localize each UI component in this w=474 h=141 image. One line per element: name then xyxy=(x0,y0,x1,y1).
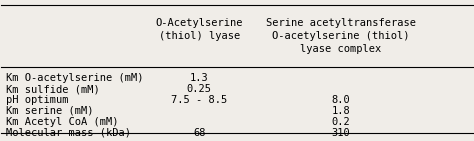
Text: Km serine (mM): Km serine (mM) xyxy=(6,106,93,116)
Text: O-Acetylserine
(thiol) lyase: O-Acetylserine (thiol) lyase xyxy=(155,18,243,41)
Text: 68: 68 xyxy=(193,128,206,138)
Text: 1.3: 1.3 xyxy=(190,73,209,83)
Text: Km sulfide (mM): Km sulfide (mM) xyxy=(6,84,100,94)
Text: pH optimum: pH optimum xyxy=(6,95,69,105)
Text: 8.0: 8.0 xyxy=(331,95,350,105)
Text: 1.8: 1.8 xyxy=(331,106,350,116)
Text: Km O-acetylserine (mM): Km O-acetylserine (mM) xyxy=(6,73,144,83)
Text: Serine acetyltransferase
O-acetylserine (thiol)
lyase complex: Serine acetyltransferase O-acetylserine … xyxy=(265,18,416,54)
Text: Km Acetyl CoA (mM): Km Acetyl CoA (mM) xyxy=(6,117,118,127)
Text: 310: 310 xyxy=(331,128,350,138)
Text: 7.5 - 8.5: 7.5 - 8.5 xyxy=(171,95,228,105)
Text: 0.2: 0.2 xyxy=(331,117,350,127)
Text: 0.25: 0.25 xyxy=(187,84,212,94)
Text: Molecular mass (kDa): Molecular mass (kDa) xyxy=(6,128,131,138)
